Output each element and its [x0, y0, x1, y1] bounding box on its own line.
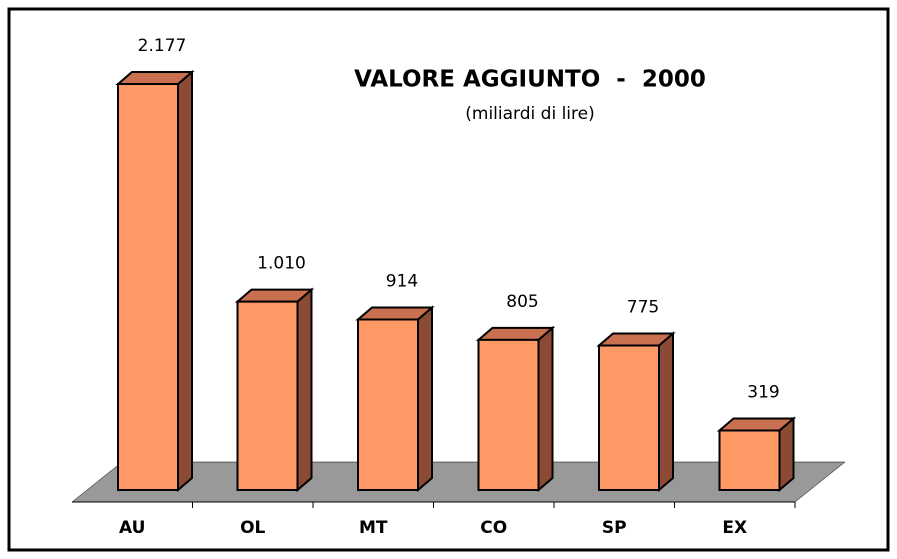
bar-face	[236, 300, 299, 491]
bar-face	[296, 287, 313, 493]
bar	[716, 416, 797, 493]
x-tick-label: MT	[359, 518, 388, 538]
bar-face	[716, 417, 797, 432]
bar-face	[417, 305, 433, 493]
value-label: 805	[506, 292, 538, 312]
bar	[234, 287, 315, 493]
x-tick-label: OL	[240, 518, 265, 538]
bar-face	[357, 318, 419, 491]
bar-face	[177, 69, 193, 493]
bar-face	[234, 288, 315, 303]
x-tick-label: AU	[119, 518, 145, 538]
bar	[355, 305, 435, 493]
bar-face	[596, 332, 676, 347]
value-label: 2.177	[138, 36, 187, 56]
bar-face	[477, 338, 540, 491]
bar	[115, 69, 195, 493]
bar-face	[117, 83, 179, 491]
value-label: 775	[627, 297, 659, 317]
bar-face	[598, 344, 660, 491]
value-label: 1.010	[257, 254, 306, 274]
bar-face	[537, 325, 554, 493]
bar-face	[115, 71, 195, 85]
x-tick-label: CO	[480, 518, 507, 538]
bar-face	[355, 306, 435, 321]
bar-face	[658, 331, 674, 493]
bar	[475, 325, 556, 493]
bar	[596, 331, 676, 493]
bar-face	[475, 326, 556, 341]
x-tick-label: EX	[722, 518, 747, 538]
x-tick-label: SP	[602, 518, 627, 538]
chart-subtitle: (miliardi di lire)	[465, 104, 594, 124]
chart-title: VALORE AGGIUNTO - 2000	[354, 67, 706, 93]
bar-face	[718, 429, 781, 491]
value-label: 319	[747, 383, 779, 403]
value-label: 914	[386, 272, 418, 292]
